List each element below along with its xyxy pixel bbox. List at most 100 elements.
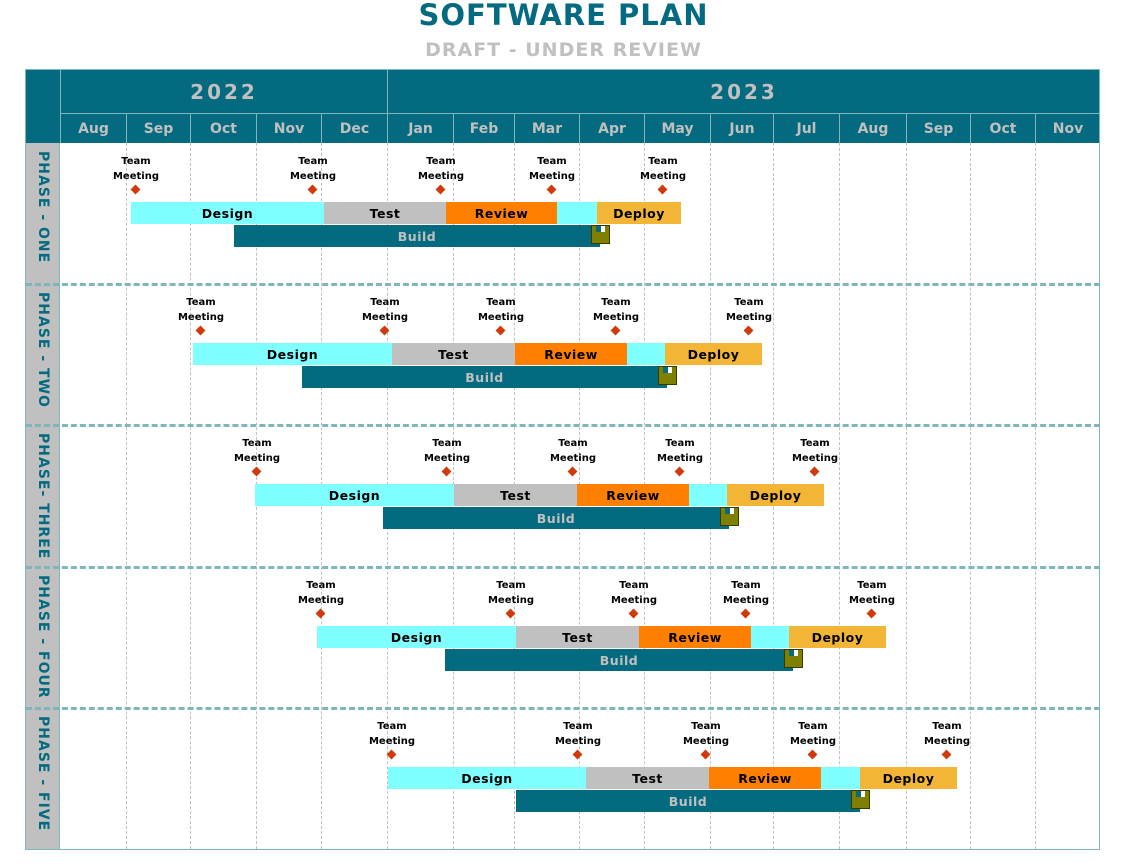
task-bar-test[interactable]: Test (454, 484, 577, 506)
team-meeting-label: Team Meeting (842, 578, 902, 608)
team-meeting-label: Team Meeting (417, 436, 477, 466)
meeting-label-line1: Team (648, 156, 678, 167)
page-title: SOFTWARE PLAN (418, 0, 709, 32)
meeting-label-line1: Team (734, 297, 764, 308)
task-bar-design[interactable]: Design (193, 343, 392, 365)
month-header: Feb (453, 113, 514, 143)
team-meeting-label: Team Meeting (106, 154, 166, 184)
team-meeting-label: Team Meeting (783, 719, 843, 749)
meeting-label-line1: Team (426, 156, 456, 167)
meeting-label-line1: Team (798, 721, 828, 732)
task-bar-review[interactable]: Review (446, 202, 557, 224)
phase-separator (26, 283, 1100, 286)
meeting-label-line1: Team (370, 297, 400, 308)
team-meeting-label: Team Meeting (917, 719, 977, 749)
meeting-label-line1: Team (665, 438, 695, 449)
team-meeting-label: Team Meeting (171, 295, 231, 325)
task-bar-design[interactable]: Design (255, 484, 454, 506)
meeting-label-line1: Team (186, 297, 216, 308)
month-gridline (839, 143, 840, 849)
meeting-label-line2: Meeting (554, 736, 601, 747)
task-bar-buffer[interactable] (557, 202, 597, 224)
meeting-label-line2: Meeting (923, 736, 970, 747)
task-bar-deploy[interactable]: Deploy (789, 626, 886, 648)
team-meeting-label: Team Meeting (785, 436, 845, 466)
task-bar-deploy[interactable]: Deploy (860, 767, 957, 789)
meeting-label-line2: Meeting (682, 736, 729, 747)
task-bar-build[interactable]: Build (234, 225, 600, 247)
meeting-label-line2: Meeting (549, 453, 596, 464)
month-header: Jul (773, 113, 839, 143)
team-meeting-label: Team Meeting (471, 295, 531, 325)
month-gridline (906, 143, 907, 849)
phase-separator (26, 566, 1100, 569)
meeting-label-line2: Meeting (592, 312, 639, 323)
task-bar-buffer[interactable] (821, 767, 860, 789)
team-meeting-label: Team Meeting (481, 578, 541, 608)
month-gridline (190, 143, 191, 849)
task-bar-test[interactable]: Test (324, 202, 446, 224)
task-bar-review[interactable]: Review (577, 484, 689, 506)
task-bar-deploy[interactable]: Deploy (597, 202, 681, 224)
task-bar-review[interactable]: Review (515, 343, 627, 365)
month-header: May (644, 113, 710, 143)
meeting-label-line2: Meeting (417, 171, 464, 182)
month-header: Nov (256, 113, 321, 143)
meeting-label-line1: Team (306, 580, 336, 591)
meeting-label-line2: Meeting (791, 453, 838, 464)
month-gridline (970, 143, 971, 849)
phase-label: PHASE - TWO (26, 284, 60, 425)
meeting-label-line1: Team (298, 156, 328, 167)
team-meeting-label: Team Meeting (719, 295, 779, 325)
meeting-label-line2: Meeting (289, 171, 336, 182)
month-header: Aug (60, 113, 126, 143)
meeting-label-line1: Team (731, 580, 761, 591)
task-bar-deploy[interactable]: Deploy (665, 343, 762, 365)
milestone-save-icon (658, 366, 677, 385)
meeting-label-line2: Meeting (297, 595, 344, 606)
meeting-label-line1: Team (377, 721, 407, 732)
task-bar-buffer[interactable] (689, 484, 727, 506)
month-header: Oct (190, 113, 256, 143)
task-bar-design[interactable]: Design (317, 626, 516, 648)
meeting-label-line2: Meeting (656, 453, 703, 464)
team-meeting-label: Team Meeting (716, 578, 776, 608)
task-bar-build[interactable]: Build (445, 649, 793, 671)
phase-label: PHASE- THREE (26, 425, 60, 567)
team-meeting-label: Team Meeting (283, 154, 343, 184)
task-bar-deploy[interactable]: Deploy (727, 484, 824, 506)
meeting-label-line1: Team (932, 721, 962, 732)
task-bar-build[interactable]: Build (383, 507, 729, 529)
task-bar-review[interactable]: Review (709, 767, 821, 789)
task-bar-buffer[interactable] (627, 343, 665, 365)
meeting-label-line2: Meeting (725, 312, 772, 323)
task-bar-buffer[interactable] (751, 626, 789, 648)
meeting-label-line1: Team (496, 580, 526, 591)
task-bar-build[interactable]: Build (516, 790, 860, 812)
meeting-label-line1: Team (619, 580, 649, 591)
task-bar-review[interactable]: Review (639, 626, 751, 648)
chart-frame (25, 69, 1100, 850)
task-bar-design[interactable]: Design (131, 202, 324, 224)
task-bar-build[interactable]: Build (302, 366, 667, 388)
month-header: Jan (387, 113, 453, 143)
team-meeting-label: Team Meeting (355, 295, 415, 325)
milestone-save-icon (591, 225, 610, 244)
month-header: Jun (710, 113, 773, 143)
team-meeting-label: Team Meeting (522, 154, 582, 184)
milestone-save-icon (851, 790, 870, 809)
month-gridline (126, 143, 127, 849)
meeting-label-line2: Meeting (610, 595, 657, 606)
year-header: 2022 (60, 70, 387, 113)
meeting-label-line2: Meeting (639, 171, 686, 182)
task-bar-test[interactable]: Test (392, 343, 515, 365)
meeting-label-line2: Meeting (487, 595, 534, 606)
task-bar-test[interactable]: Test (586, 767, 709, 789)
month-header: Sep (906, 113, 970, 143)
milestone-save-icon (720, 507, 739, 526)
task-bar-design[interactable]: Design (388, 767, 586, 789)
meeting-label-line1: Team (121, 156, 151, 167)
task-bar-test[interactable]: Test (516, 626, 639, 648)
header-corner (26, 70, 60, 143)
team-meeting-label: Team Meeting (604, 578, 664, 608)
